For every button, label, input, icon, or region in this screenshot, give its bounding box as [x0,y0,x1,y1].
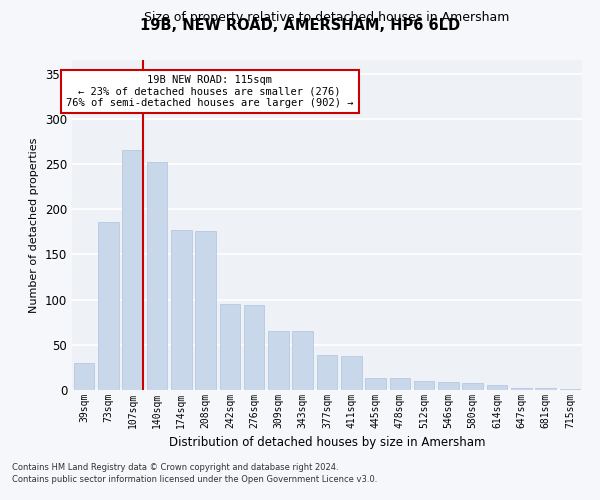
Y-axis label: Number of detached properties: Number of detached properties [29,138,40,312]
Bar [389,378,410,390]
X-axis label: Distribution of detached houses by size in Amersham: Distribution of detached houses by size … [169,436,485,450]
Bar [122,150,143,390]
Bar [341,356,362,390]
Title: Size of property relative to detached houses in Amersham: Size of property relative to detached ho… [145,11,509,24]
Bar [365,378,386,390]
Bar [268,331,289,390]
Bar [535,388,556,390]
Bar [74,363,94,390]
Bar [487,386,508,390]
Bar [463,383,483,390]
Bar [317,354,337,390]
Bar [438,382,459,390]
Bar [171,230,191,390]
Text: 19B, NEW ROAD, AMERSHAM, HP6 6LD: 19B, NEW ROAD, AMERSHAM, HP6 6LD [140,18,460,32]
Bar [146,162,167,390]
Bar [98,222,119,390]
Text: Contains HM Land Registry data © Crown copyright and database right 2024.: Contains HM Land Registry data © Crown c… [12,464,338,472]
Bar [560,389,580,390]
Bar [220,304,240,390]
Text: Contains public sector information licensed under the Open Government Licence v3: Contains public sector information licen… [12,475,377,484]
Bar [292,331,313,390]
Bar [511,388,532,390]
Bar [244,305,265,390]
Text: 19B NEW ROAD: 115sqm
← 23% of detached houses are smaller (276)
76% of semi-deta: 19B NEW ROAD: 115sqm ← 23% of detached h… [66,75,353,108]
Bar [414,381,434,390]
Bar [195,231,216,390]
